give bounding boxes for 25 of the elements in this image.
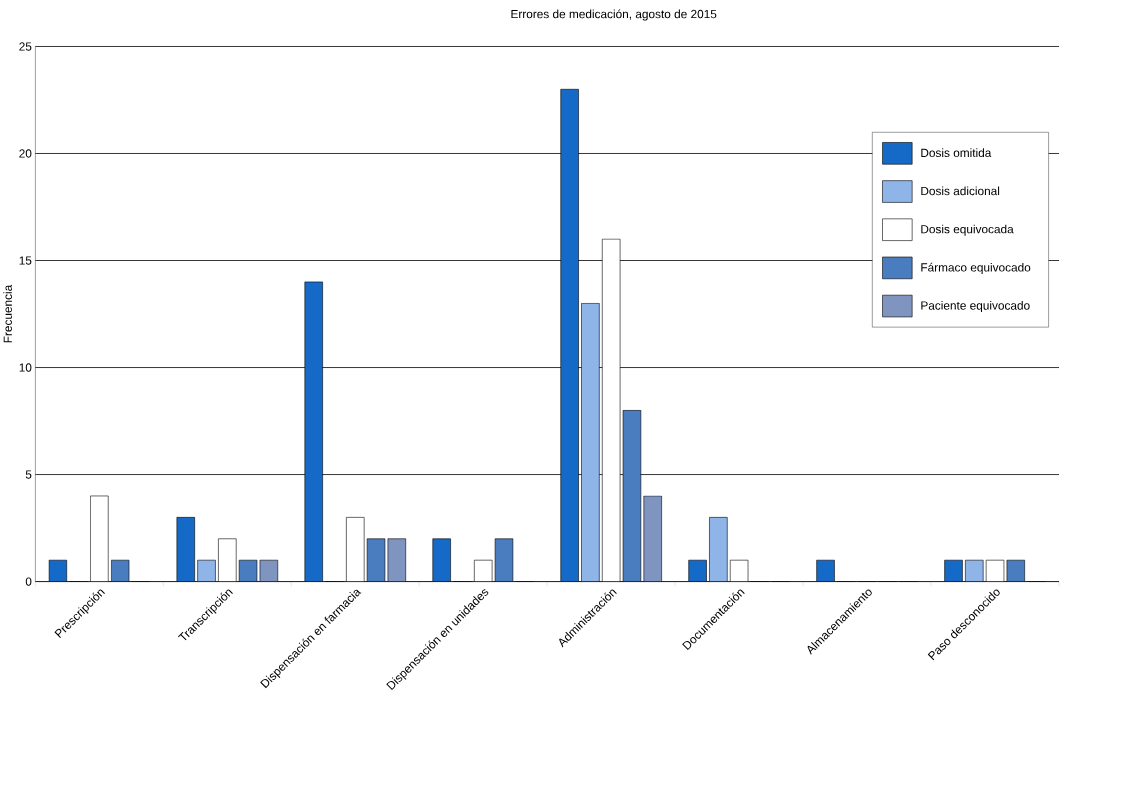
y-tick-label: 15 (19, 256, 32, 265)
y-tick-label: 20 (19, 149, 32, 158)
bar (1006, 559, 1026, 582)
bar (965, 559, 984, 582)
bar (110, 559, 130, 582)
legend-label: Paciente equivocado (921, 300, 1030, 312)
bar (90, 495, 109, 582)
bar (197, 559, 216, 582)
y-tick-label: 25 (19, 42, 32, 51)
y-tick-label: 10 (19, 363, 32, 372)
bar (985, 559, 1005, 582)
chart-title: Errores de medicación, agosto de 2015 (511, 9, 717, 21)
y-tick-label: 0 (25, 577, 32, 586)
bar (432, 538, 451, 582)
bar (218, 538, 237, 582)
bar (304, 281, 323, 582)
legend-label: Dosis adicional (921, 186, 1000, 196)
legend-label: Dosis equivocada (921, 224, 1014, 236)
legend-label: Dosis omitida (921, 148, 992, 157)
y-axis-title: Frecuencia (3, 284, 12, 343)
y-tick-label: 5 (25, 470, 32, 479)
bar (560, 89, 579, 582)
bar (709, 516, 728, 582)
bar (729, 559, 749, 582)
legend-label: Fármaco equivocado (921, 262, 1031, 274)
